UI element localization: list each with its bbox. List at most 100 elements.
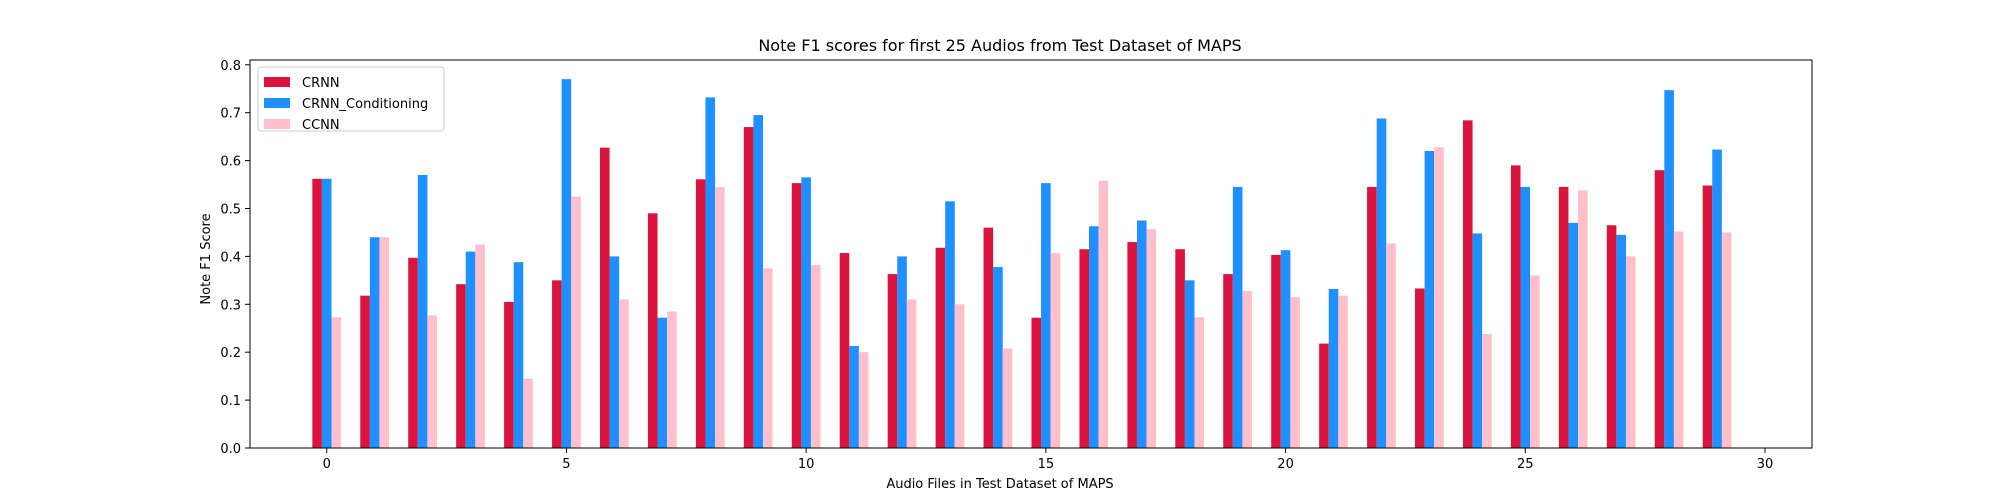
bar-ccnn-11 <box>858 352 869 448</box>
bar-crnn-25 <box>1510 165 1521 448</box>
bar-crnn-14 <box>983 227 994 448</box>
y-tick-label: 0.0 <box>220 442 241 457</box>
bar-ccnn-13 <box>954 304 965 448</box>
bar-crnn-2 <box>408 257 418 448</box>
bar-ccnn-2 <box>427 315 437 448</box>
bar-crnn-conditioning-29 <box>1712 149 1722 448</box>
bar-ccnn-8 <box>715 186 725 448</box>
bar-ccnn-1 <box>379 237 390 448</box>
bar-crnn-27 <box>1606 225 1617 448</box>
bar-crnn-18 <box>1175 249 1185 448</box>
bar-crnn-conditioning-15 <box>1041 183 1051 448</box>
bar-ccnn-3 <box>475 244 485 448</box>
bar-crnn-24 <box>1462 120 1473 448</box>
bar-ccnn-27 <box>1625 256 1636 448</box>
bar-crnn-26 <box>1558 186 1569 448</box>
legend-swatch-crnn-conditioning <box>264 98 290 108</box>
bar-ccnn-10 <box>810 265 821 448</box>
bar-crnn-conditioning-11 <box>849 345 859 448</box>
bar-crnn-conditioning-5 <box>561 79 572 448</box>
x-tick-label: 10 <box>798 457 815 472</box>
bar-ccnn-14 <box>1002 348 1013 448</box>
bar-crnn-conditioning-26 <box>1568 222 1579 448</box>
bar-ccnn-24 <box>1482 333 1492 448</box>
bar-ccnn-29 <box>1721 232 1732 448</box>
y-tick-label: 0.5 <box>220 202 241 217</box>
bar-crnn-conditioning-24 <box>1472 233 1483 448</box>
chart-title: Note F1 scores for first 25 Audios from … <box>758 36 1241 55</box>
bar-ccnn-6 <box>619 299 629 448</box>
bar-crnn-9 <box>743 127 754 448</box>
bar-ccnn-23 <box>1434 147 1444 449</box>
bar-crnn-22 <box>1367 186 1377 448</box>
bar-crnn-28 <box>1654 170 1665 448</box>
bar-crnn-conditioning-28 <box>1664 90 1674 448</box>
bar-ccnn-12 <box>906 299 917 448</box>
bar-crnn-6 <box>599 147 610 449</box>
bar-crnn-conditioning-27 <box>1616 234 1626 448</box>
bar-ccnn-25 <box>1530 275 1540 448</box>
legend: CRNN CRNN_Conditioning CCNN <box>257 66 445 133</box>
bar-crnn-0 <box>312 178 322 449</box>
bar-crnn-10 <box>791 183 802 448</box>
y-tick-label: 0.1 <box>220 394 241 409</box>
bar-crnn-11 <box>839 253 850 448</box>
legend-swatch-ccnn <box>264 119 290 129</box>
bars-group <box>312 79 1732 449</box>
bar-crnn-conditioning-22 <box>1376 118 1387 448</box>
bar-crnn-conditioning-3 <box>465 251 476 448</box>
bar-crnn-conditioning-8 <box>705 97 716 448</box>
bar-crnn-29 <box>1702 185 1713 449</box>
y-tick-label: 0.3 <box>220 298 241 313</box>
bar-crnn-conditioning-4 <box>513 262 524 448</box>
bar-ccnn-28 <box>1673 231 1684 448</box>
legend-box <box>257 66 445 132</box>
bar-crnn-15 <box>1031 317 1042 448</box>
bar-crnn-conditioning-19 <box>1232 186 1243 448</box>
bar-crnn-17 <box>1127 242 1137 448</box>
bar-ccnn-21 <box>1338 295 1348 448</box>
bar-ccnn-15 <box>1050 253 1061 448</box>
bar-ccnn-17 <box>1146 229 1157 448</box>
bar-ccnn-19 <box>1242 290 1253 448</box>
bar-crnn-conditioning-14 <box>993 266 1003 448</box>
x-tick-label: 15 <box>1038 457 1055 472</box>
bar-crnn-conditioning-23 <box>1424 151 1435 449</box>
x-tick-label: 5 <box>562 457 570 472</box>
bar-crnn-conditioning-12 <box>897 256 907 448</box>
bar-ccnn-18 <box>1194 317 1205 448</box>
bar-crnn-5 <box>552 280 562 448</box>
y-tick-label: 0.7 <box>220 107 241 122</box>
x-tick-label: 25 <box>1517 457 1534 472</box>
y-axis-label: Note F1 Score <box>199 213 214 304</box>
bar-crnn-conditioning-10 <box>801 177 811 448</box>
bar-crnn-4 <box>504 301 514 448</box>
axes-group: 0.0 0.1 0.2 0.3 0.4 0.5 0.6 0.7 0.8 0 5 10 15 20 25 30 <box>220 59 1813 472</box>
bar-crnn-13 <box>935 247 946 448</box>
bar-crnn-8 <box>695 179 706 448</box>
bar-crnn-conditioning-9 <box>753 115 763 448</box>
x-axis-label: Audio Files in Test Dataset of MAPS <box>886 477 1113 492</box>
bar-crnn-conditioning-16 <box>1089 226 1099 448</box>
bar-crnn-conditioning-21 <box>1328 288 1339 448</box>
bar-crnn-21 <box>1319 343 1329 448</box>
legend-swatch-crnn <box>264 77 290 87</box>
y-tick-label: 0.4 <box>220 250 241 265</box>
bar-crnn-16 <box>1079 249 1090 448</box>
bar-crnn-conditioning-13 <box>945 201 955 448</box>
legend-label-crnn-conditioning: CRNN_Conditioning <box>302 97 428 112</box>
bar-crnn-conditioning-7 <box>657 317 668 448</box>
bar-crnn-23 <box>1415 288 1425 448</box>
x-tick-label: 0 <box>323 457 331 472</box>
bar-ccnn-0 <box>331 317 342 448</box>
bar-crnn-conditioning-17 <box>1136 220 1147 448</box>
bar-crnn-12 <box>887 274 898 448</box>
bar-crnn-conditioning-1 <box>369 237 380 448</box>
bar-ccnn-9 <box>762 268 773 448</box>
y-tick-label: 0.6 <box>220 155 241 170</box>
bar-crnn-1 <box>360 295 370 448</box>
x-tick-label: 20 <box>1277 457 1294 472</box>
bar-crnn-7 <box>647 213 658 448</box>
bar-ccnn-20 <box>1290 297 1300 448</box>
